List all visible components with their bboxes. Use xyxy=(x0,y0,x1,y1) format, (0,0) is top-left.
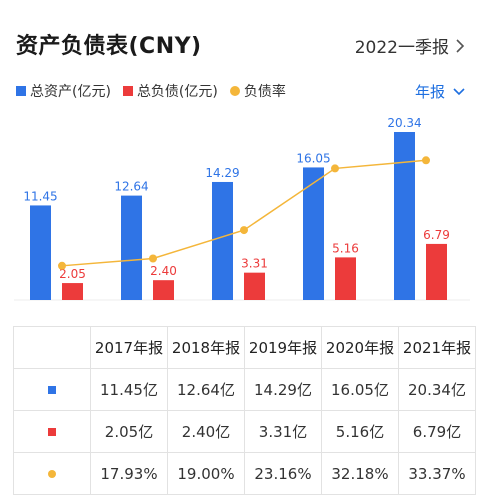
legend-label-ratio: 负债率 xyxy=(243,84,286,100)
table-cell: 33.37% xyxy=(398,452,476,495)
bar-liabilities xyxy=(153,280,174,300)
table-cell: 32.18% xyxy=(321,452,399,495)
frequency-label: 年报 xyxy=(414,83,445,101)
bar-assets xyxy=(394,132,415,300)
table-cell: 17.93% xyxy=(90,452,168,495)
bar-label-liabilities: 5.16 xyxy=(332,241,359,255)
legend-item-ratio[interactable]: 负债率 xyxy=(229,81,286,101)
chevron-down-icon xyxy=(453,87,465,95)
ratio-marker xyxy=(48,470,56,478)
bar-assets xyxy=(30,205,51,300)
bar-label-liabilities: 2.40 xyxy=(150,264,177,278)
table-cell: 11.45亿 xyxy=(90,368,168,411)
liabilities-swatch xyxy=(122,86,133,96)
ratio-point xyxy=(422,156,430,165)
bar-label-assets: 16.05 xyxy=(296,151,330,165)
legend-item-liabilities[interactable]: 总负债(亿元) xyxy=(122,81,218,101)
liabilities-marker xyxy=(48,428,56,436)
ratio-swatch xyxy=(229,86,240,96)
period-label: 2022一季报 xyxy=(354,38,449,58)
header-cell: 2020年报 xyxy=(321,326,399,369)
table-row-assets: 11.45亿 12.64亿 14.29亿 16.05亿 20.34亿 xyxy=(13,368,476,411)
bar-assets xyxy=(121,195,142,300)
table-row-ratio: 17.93% 19.00% 23.16% 32.18% 33.37% xyxy=(13,452,476,495)
header-cell: 2021年报 xyxy=(398,326,476,369)
bar-label-liabilities: 3.31 xyxy=(241,257,268,271)
header-cell: 2017年报 xyxy=(90,326,168,369)
corner-cell xyxy=(13,326,91,369)
table-row-liabilities: 2.05亿 2.40亿 3.31亿 5.16亿 6.79亿 xyxy=(13,410,476,453)
bar-label-assets: 11.45 xyxy=(23,189,57,203)
table-cell: 19.00% xyxy=(167,452,245,495)
header-cell: 2018年报 xyxy=(167,326,245,369)
table-cell: 6.79亿 xyxy=(398,410,476,453)
table-cell: 20.34亿 xyxy=(398,368,476,411)
bar-liabilities xyxy=(335,257,356,300)
ratio-point xyxy=(331,164,339,173)
legend-label-assets: 总资产(亿元) xyxy=(30,84,111,100)
chart-legend: 总资产(亿元) 总负债(亿元) 负债率 xyxy=(16,81,298,101)
table-cell: 14.29亿 xyxy=(244,368,322,411)
chevron-right-icon xyxy=(456,38,465,53)
ratio-point xyxy=(58,261,66,270)
table-header-row: 2017年报 2018年报 2019年报 2020年报 2021年报 xyxy=(13,326,476,369)
bar-liabilities xyxy=(244,272,265,300)
bar-label-liabilities: 6.79 xyxy=(423,228,450,242)
bar-liabilities xyxy=(62,283,83,300)
header: 资产负债表(CNY) 2022一季报 xyxy=(0,0,483,68)
table-cell: 2.40亿 xyxy=(167,410,245,453)
bar-label-assets: 12.64 xyxy=(114,180,148,194)
bar-label-liabilities: 2.05 xyxy=(59,267,86,281)
balance-chart: 11.45 2.05 12.64 2.40 14.29 3.31 16.05 5.16 20.3… xyxy=(14,116,470,301)
header-cell: 2019年报 xyxy=(244,326,322,369)
legend-item-assets[interactable]: 总资产(亿元) xyxy=(16,81,111,101)
table-cell: 16.05亿 xyxy=(321,368,399,411)
table-cell: 5.16亿 xyxy=(321,410,399,453)
bar-assets xyxy=(212,181,233,300)
bar-liabilities xyxy=(426,243,447,300)
table-cell: 23.16% xyxy=(244,452,322,495)
period-selector[interactable]: 2022一季报 xyxy=(355,33,465,58)
bar-assets xyxy=(303,167,324,300)
legend-label-liabilities: 总负债(亿元) xyxy=(136,84,218,100)
data-table: 2017年报 2018年报 2019年报 2020年报 2021年报 11.45… xyxy=(13,326,476,495)
row-marker xyxy=(13,452,91,495)
ratio-line xyxy=(61,159,427,267)
page-title: 资产负债表(CNY) xyxy=(16,34,202,59)
bar-label-assets: 14.29 xyxy=(205,166,239,180)
ratio-point xyxy=(149,254,157,263)
assets-swatch xyxy=(16,86,26,96)
table-cell: 12.64亿 xyxy=(167,368,245,411)
row-marker xyxy=(13,368,91,411)
row-marker xyxy=(13,410,91,453)
bar-label-assets: 20.34 xyxy=(387,116,421,130)
frequency-dropdown[interactable]: 年报 xyxy=(415,81,465,102)
table-cell: 2.05亿 xyxy=(90,410,168,453)
ratio-point xyxy=(240,226,248,235)
table-cell: 3.31亿 xyxy=(244,410,322,453)
assets-marker xyxy=(48,386,56,394)
